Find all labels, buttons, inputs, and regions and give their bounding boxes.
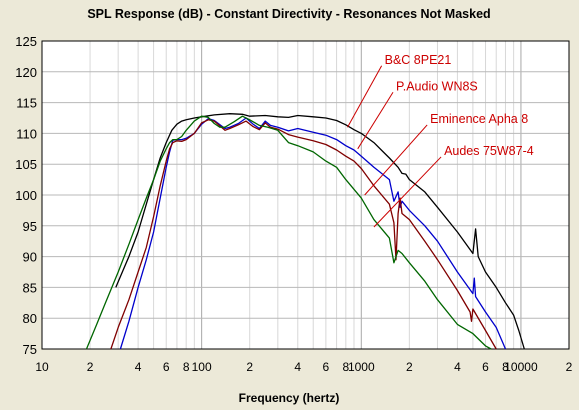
y-tick-label: 125 [15, 34, 37, 49]
series-leader-line [357, 92, 394, 150]
series-line [110, 119, 497, 350]
x-tick-label: 2 [406, 360, 413, 374]
x-tick-label: 100 [192, 360, 212, 374]
x-tick-label: 4 [135, 360, 142, 374]
x-tick-label: 8 [502, 360, 509, 374]
plot-border [41, 40, 570, 350]
x-tick-label: 1000 [348, 360, 375, 374]
y-tick-label: 75 [23, 342, 37, 357]
series-label: P.Audio WN8S [396, 79, 478, 93]
y-tick-label: 110 [16, 126, 37, 141]
x-axis-label: Frequency (hertz) [239, 391, 340, 405]
x-tick-label: 2 [566, 360, 573, 374]
x-tick-label: 2 [87, 360, 94, 374]
y-tick-label: 95 [23, 219, 37, 234]
x-tick-label: 4 [294, 360, 301, 374]
series-label: B&C 8PE21 [385, 53, 452, 67]
x-tick-label: 6 [323, 360, 330, 374]
series-label: Audes 75W87-4 [444, 144, 534, 158]
series-leader-line [347, 65, 383, 128]
y-tick-label: 100 [15, 188, 37, 203]
y-tick-label: 85 [23, 280, 37, 295]
series-leader-line [364, 124, 428, 196]
x-tick-label: 4 [454, 360, 461, 374]
y-tick-label: 115 [16, 96, 37, 111]
series-line [85, 115, 492, 350]
y-tick-label: 105 [15, 157, 37, 172]
x-tick-label: 10000 [504, 360, 538, 374]
series-line [115, 113, 525, 350]
x-tick-label: 6 [163, 360, 170, 374]
x-tick-label: 10 [35, 360, 49, 374]
x-tick-label: 8 [183, 360, 190, 374]
series-leader-line [373, 156, 442, 228]
x-tick-label: 8 [342, 360, 349, 374]
x-tick-label: 6 [482, 360, 489, 374]
chart-title: SPL Response (dB) - Constant Directivity… [87, 7, 490, 21]
x-tick-label: 2 [246, 360, 253, 374]
y-tick-label: 90 [23, 250, 37, 265]
y-tick-label: 80 [23, 311, 37, 326]
series-label: Eminence Apha 8 [430, 112, 528, 126]
y-tick-label: 120 [15, 65, 37, 80]
